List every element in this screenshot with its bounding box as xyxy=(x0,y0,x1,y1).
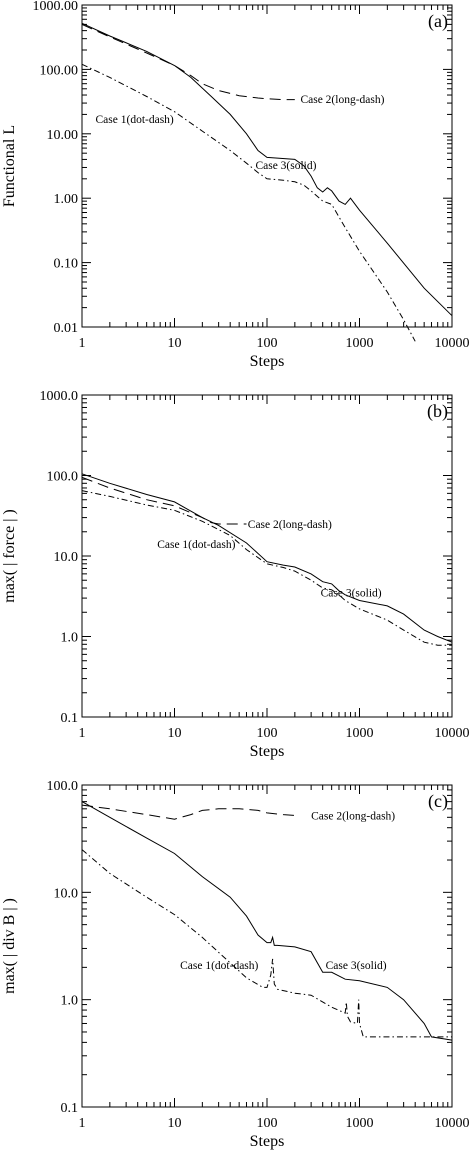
x-tick-label: 10000 xyxy=(435,726,470,741)
y-tick-label: 100.0 xyxy=(47,470,79,485)
panel-1: 1 10 100 1000 10000 0.01 0.10 1.00 10.00 100.00 10… xyxy=(1,0,470,370)
y-tick-label: 0.1 xyxy=(61,711,79,726)
x-tick-label: 100 xyxy=(257,726,278,741)
x-tick-label: 1000 xyxy=(346,1116,374,1131)
y-tick-label: 1000.00 xyxy=(33,0,79,14)
panel-label: (a) xyxy=(428,11,448,32)
series-line-long-dash xyxy=(81,804,295,820)
y-tick-label: 100.00 xyxy=(40,63,79,78)
x-tick-label: 1 xyxy=(79,336,86,351)
y-tick-label: 0.1 xyxy=(61,1101,79,1116)
x-tick-label: 10 xyxy=(168,726,182,741)
y-tick-label: 0.01 xyxy=(54,321,79,336)
series-line-dot-dash xyxy=(81,63,416,342)
x-axis-label: Steps xyxy=(250,353,285,370)
x-axis-label: Steps xyxy=(250,1133,285,1150)
y-tick-label: 1.0 xyxy=(61,994,79,1009)
series-line-solid xyxy=(81,473,453,643)
y-axis-label: max( | div B | ) xyxy=(1,898,18,994)
x-tick-label: 1 xyxy=(79,1116,86,1131)
y-tick-label: 1000.0 xyxy=(40,389,79,404)
series-annotation: Case 1(dot-dash) xyxy=(180,960,258,972)
panel-label: (b) xyxy=(427,401,448,422)
y-tick-label: 1.0 xyxy=(61,631,79,646)
panel-3: 1 10 100 1000 10000 0.1 1.0 10.0 100.0 Steps max( … xyxy=(1,779,470,1150)
series-annotation: Case 2(long-dash) xyxy=(300,94,384,106)
x-axis-label: Steps xyxy=(250,743,285,760)
series-line-solid xyxy=(81,22,453,317)
y-axis-label: Functional L xyxy=(1,125,18,207)
y-tick-label: 10.00 xyxy=(47,128,79,143)
series-line-dot-dash xyxy=(81,849,452,1038)
series-line-solid xyxy=(81,801,453,1041)
y-tick-label: 1.00 xyxy=(54,192,79,207)
series-annotation: Case 2(long-dash) xyxy=(248,519,332,531)
y-tick-label: 10.0 xyxy=(54,886,79,901)
x-tick-label: 1 xyxy=(79,726,86,741)
series-annotation: Case 3(solid) xyxy=(321,588,382,600)
y-tick-label: 0.10 xyxy=(54,257,79,272)
x-tick-label: 1000 xyxy=(346,336,374,351)
x-tick-label: 100 xyxy=(257,336,278,351)
y-axis-label: max( | force | ) xyxy=(1,509,18,602)
plot-frame xyxy=(81,394,453,718)
x-tick-label: 10000 xyxy=(435,336,470,351)
panel-label: (c) xyxy=(428,791,448,812)
series-annotation: Case 3(solid) xyxy=(255,160,316,172)
x-tick-label: 10 xyxy=(168,1116,182,1131)
panel-2: 1 10 100 1000 10000 0.1 1.0 10.0 100.0 1000.0 Step… xyxy=(1,389,470,760)
x-tick-label: 10000 xyxy=(435,1116,470,1131)
series-annotation: Case 3(solid) xyxy=(326,960,387,972)
series-line-long-dash xyxy=(81,476,247,525)
y-tick-label: 100.0 xyxy=(47,779,79,794)
x-tick-label: 1000 xyxy=(346,726,374,741)
series-annotation: Case 2(long-dash) xyxy=(311,810,395,822)
series-annotation: Case 1(dot-dash) xyxy=(96,114,174,126)
x-tick-label: 10 xyxy=(168,336,182,351)
x-tick-label: 100 xyxy=(257,1116,278,1131)
series-line-dot-dash xyxy=(81,490,452,646)
series-annotation: Case 1(dot-dash) xyxy=(157,539,235,551)
y-tick-label: 10.0 xyxy=(54,550,79,565)
series-line-long-dash xyxy=(81,23,295,101)
